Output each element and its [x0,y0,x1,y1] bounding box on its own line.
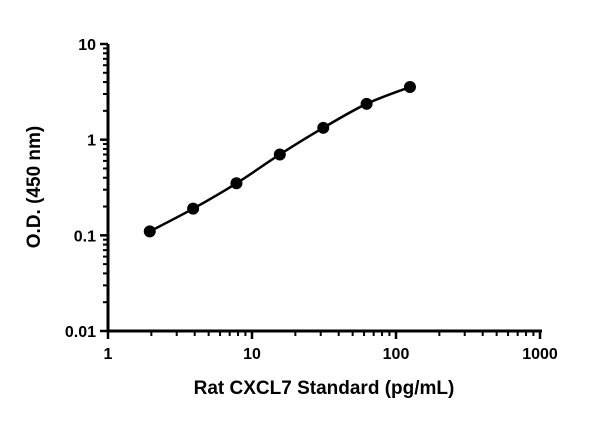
data-point [360,97,373,110]
y-tick-label: 0.01 [65,324,96,341]
x-tick-label: 100 [383,346,410,363]
y-tick-label: 0.1 [74,228,96,245]
data-point [273,148,286,161]
x-tick-label: 10 [243,346,261,363]
data-point [187,202,200,215]
x-tick-label: 1 [104,346,113,363]
axes: 1 10 100 1000 0.01 0.1 1 10 [65,37,558,363]
x-tick-label: 1000 [522,346,558,363]
data-point [317,121,330,134]
data-point [230,177,243,190]
y-tick-label: 10 [78,37,96,54]
data-point [143,225,156,238]
y-axis-label: O.D. (450 nm) [24,126,45,248]
data-point [403,81,416,94]
x-axis-label: Rat CXCL7 Standard (pg/mL) [194,378,455,399]
y-tick-label: 1 [87,133,96,150]
plot-area [143,81,416,238]
